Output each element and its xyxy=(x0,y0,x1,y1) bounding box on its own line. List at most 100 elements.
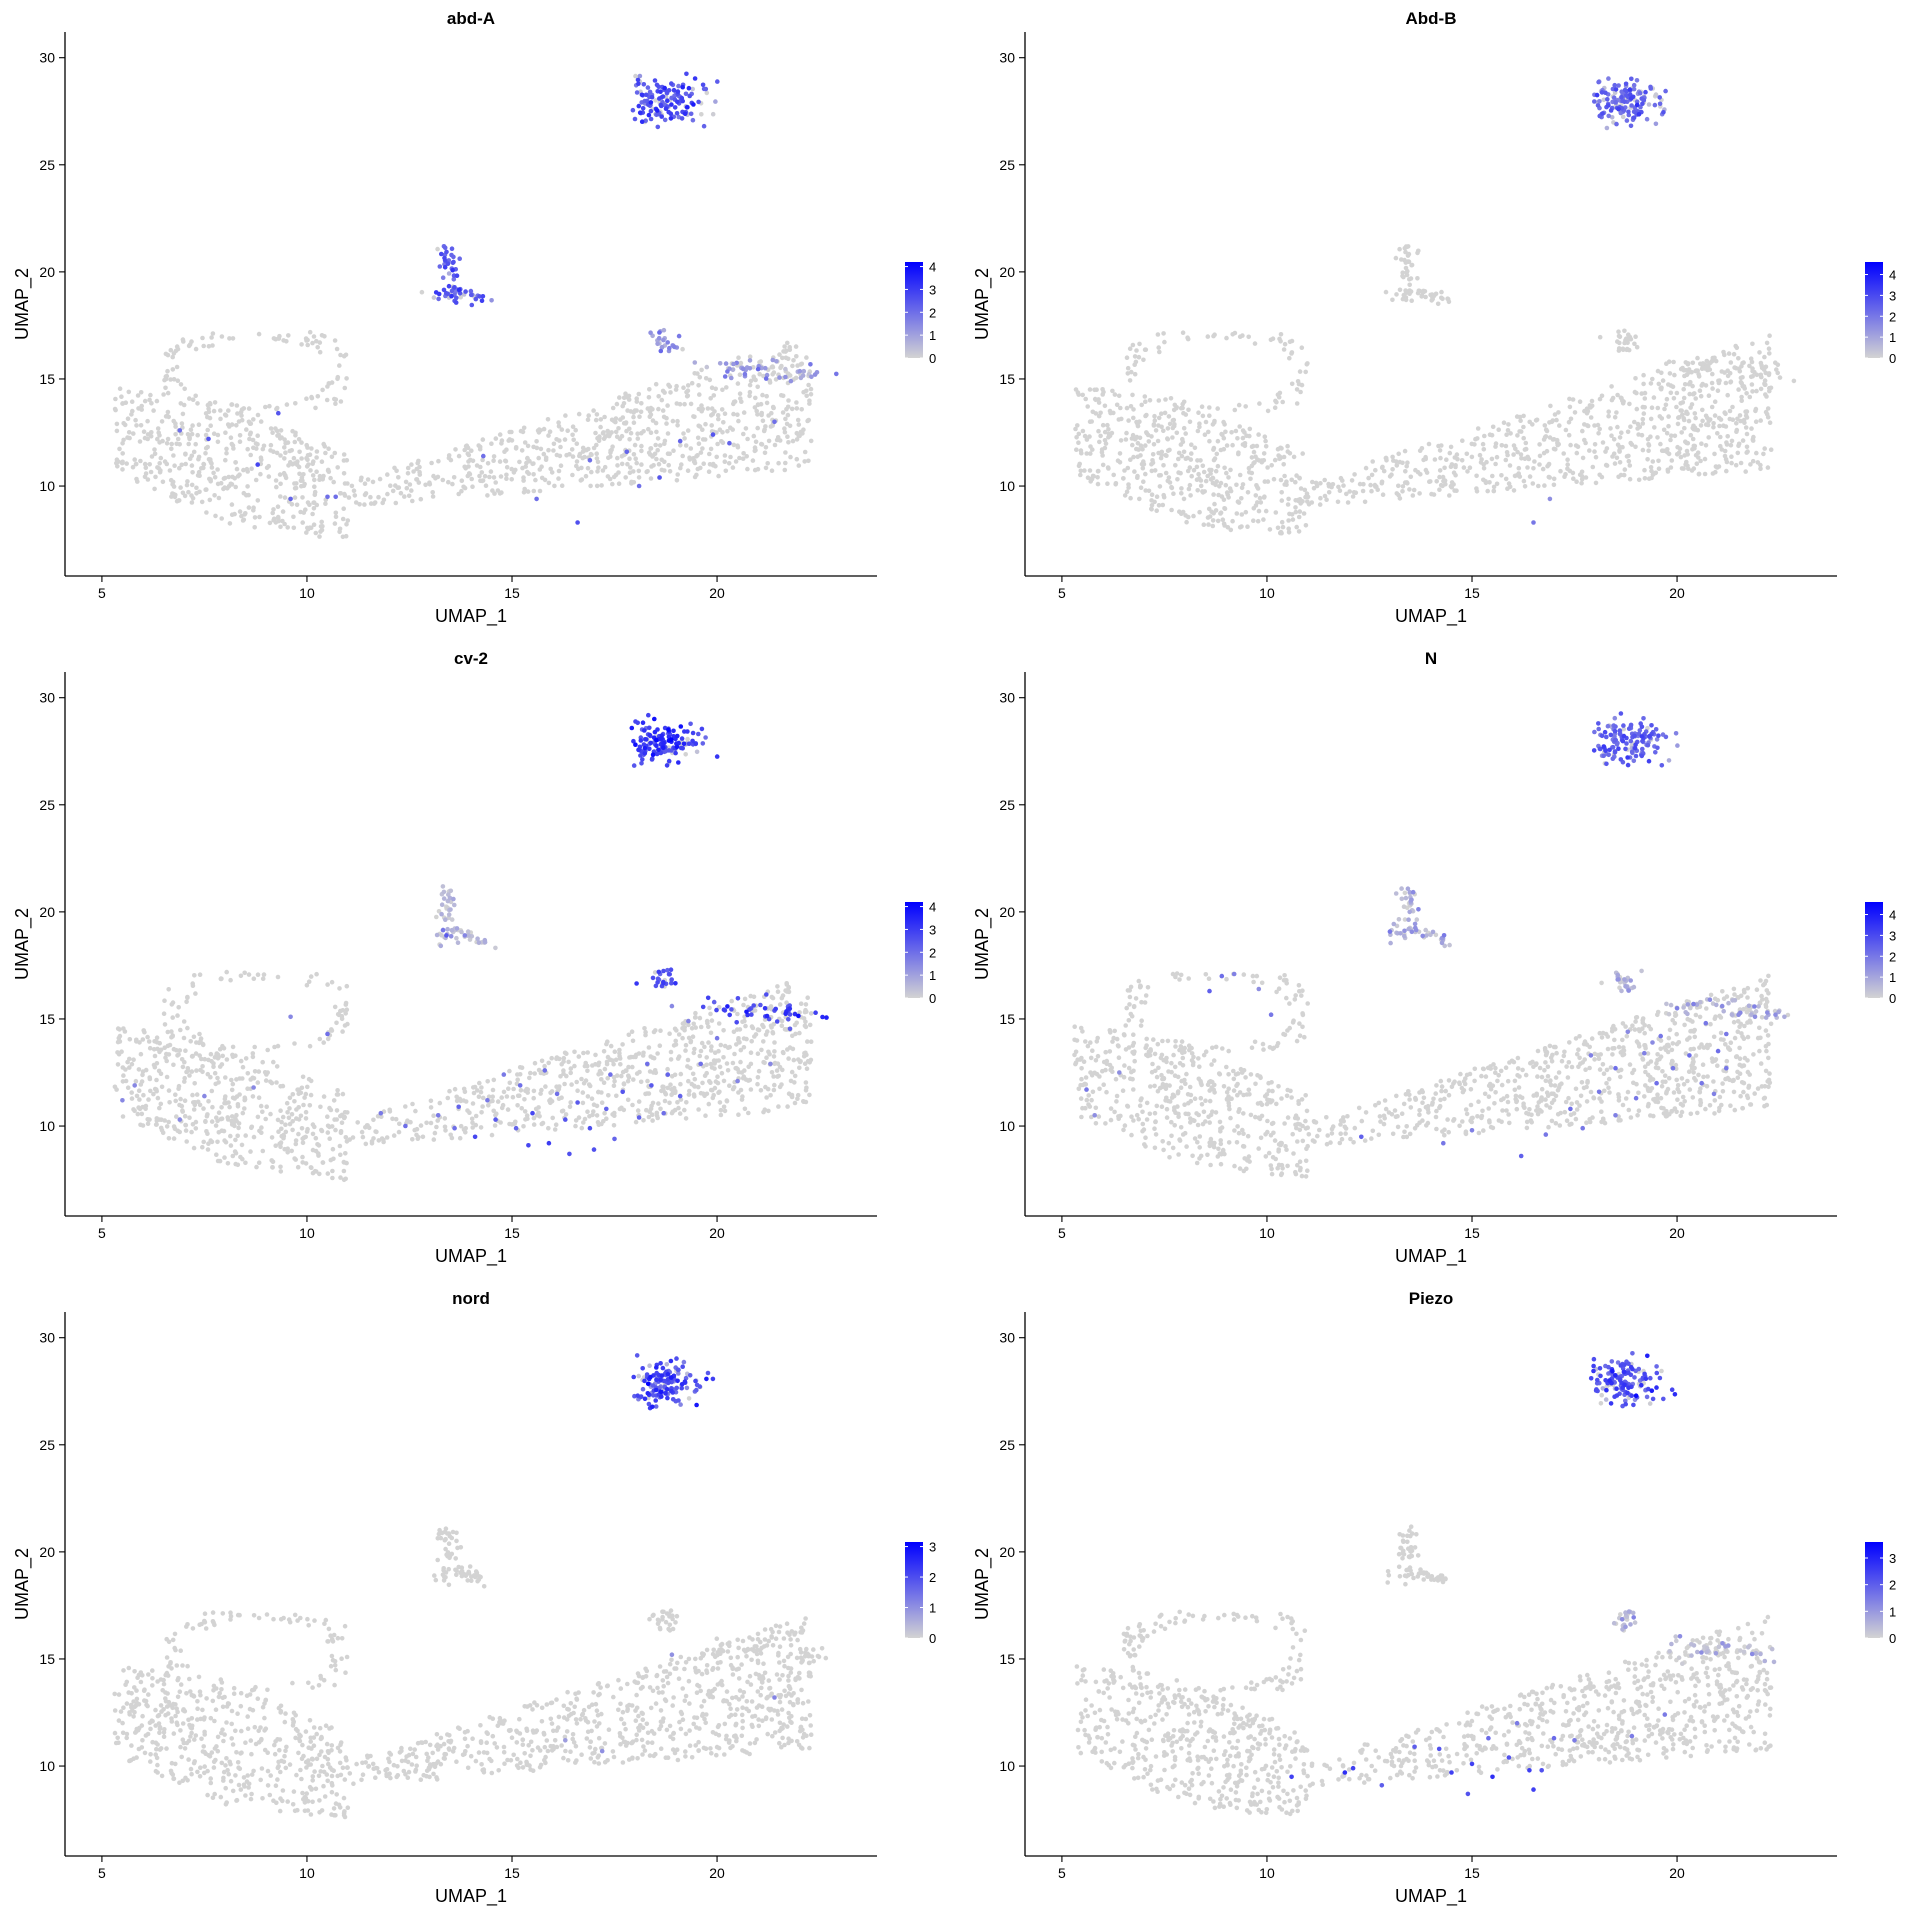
cell-point xyxy=(775,984,780,989)
cell-point xyxy=(685,383,691,388)
cell-point xyxy=(1682,425,1687,431)
cell-point xyxy=(286,463,291,468)
cell-point xyxy=(798,429,804,435)
cell-point xyxy=(522,1109,528,1114)
cell-point xyxy=(129,412,134,417)
cell-point xyxy=(652,970,658,975)
cell-point xyxy=(209,461,214,466)
cell-point xyxy=(191,1145,197,1151)
cell-point xyxy=(1132,371,1138,377)
cell-point xyxy=(712,1050,718,1055)
cell-point xyxy=(417,464,422,470)
cell-point xyxy=(772,1049,777,1054)
cell-point xyxy=(471,1090,477,1096)
cell-point xyxy=(604,1116,609,1121)
cell-point xyxy=(798,375,804,381)
cell-point xyxy=(678,465,683,471)
cell-point xyxy=(469,476,475,482)
cell-point xyxy=(1360,488,1366,494)
cell-point xyxy=(506,1086,511,1091)
cell-point xyxy=(259,457,264,463)
cell-point xyxy=(291,525,297,531)
cell-point xyxy=(444,249,449,255)
cell-point xyxy=(160,438,165,444)
cell-point xyxy=(1683,462,1688,467)
cell-point xyxy=(690,1034,696,1039)
cell-point xyxy=(363,1141,369,1147)
cell-point xyxy=(1120,1088,1126,1093)
cell-point xyxy=(1738,379,1744,385)
cell-point xyxy=(559,483,565,489)
cell-point xyxy=(139,407,144,412)
cell-point xyxy=(686,741,692,746)
cell-point xyxy=(332,338,338,343)
cell-point xyxy=(698,1024,704,1030)
cell-point xyxy=(594,451,599,457)
cell-point xyxy=(1107,433,1113,439)
cell-point xyxy=(501,1089,507,1095)
cell-point xyxy=(1505,486,1510,492)
cell-point xyxy=(270,1165,275,1170)
cell-point xyxy=(675,1100,680,1105)
cell-point xyxy=(1357,481,1363,487)
cell-point xyxy=(666,88,672,93)
cell-point xyxy=(1294,524,1299,530)
cell-point xyxy=(755,1051,761,1056)
cell-point xyxy=(164,461,170,467)
cell-point xyxy=(1694,368,1699,373)
cell-point xyxy=(1272,1138,1278,1143)
cell-point xyxy=(1706,393,1712,399)
cell-point xyxy=(278,1164,283,1170)
cell-point xyxy=(1135,440,1141,446)
cell-point xyxy=(201,1139,206,1145)
cell-point xyxy=(369,1139,375,1144)
cell-point xyxy=(452,902,457,908)
cell-point xyxy=(636,483,642,489)
cell-point xyxy=(729,1007,734,1012)
cell-point xyxy=(1719,369,1725,374)
cell-point xyxy=(158,455,164,461)
cell-point xyxy=(704,364,710,370)
cell-point xyxy=(1522,447,1528,452)
cell-point xyxy=(668,390,673,395)
cell-point xyxy=(177,1048,183,1053)
cell-point xyxy=(1146,488,1152,494)
cell-point xyxy=(251,1134,257,1140)
cell-point xyxy=(415,460,421,466)
cell-point xyxy=(515,1077,520,1082)
cell-point xyxy=(461,1098,466,1103)
cell-point xyxy=(132,1108,137,1114)
cell-point xyxy=(194,1068,199,1073)
cell-point xyxy=(241,467,246,473)
cell-point xyxy=(479,298,485,304)
cell-point xyxy=(685,468,691,474)
cell-point xyxy=(619,433,625,439)
cell-point xyxy=(1403,249,1408,255)
cell-point xyxy=(196,469,202,475)
cell-point xyxy=(604,1106,609,1112)
cell-point xyxy=(755,1081,760,1087)
cell-point xyxy=(489,1132,495,1138)
cell-point xyxy=(1205,515,1211,520)
cell-point xyxy=(803,1002,809,1007)
cell-point xyxy=(1169,484,1174,490)
cell-point xyxy=(307,329,313,335)
cell-point xyxy=(1597,99,1602,104)
cell-point xyxy=(287,1106,292,1111)
cell-point xyxy=(176,498,182,503)
cell-point xyxy=(255,1080,261,1085)
cell-point xyxy=(648,108,654,114)
cell-point xyxy=(686,1022,691,1028)
cell-point xyxy=(710,411,715,417)
cell-point xyxy=(567,1104,573,1109)
cell-point xyxy=(1114,402,1120,408)
cell-point xyxy=(634,1071,640,1076)
cell-point xyxy=(168,377,173,382)
cell-point xyxy=(1303,369,1308,375)
cell-point xyxy=(601,1119,606,1124)
cell-point xyxy=(1299,345,1305,351)
cell-point xyxy=(332,396,337,402)
cell-point xyxy=(340,1091,346,1097)
cell-point xyxy=(768,424,774,429)
